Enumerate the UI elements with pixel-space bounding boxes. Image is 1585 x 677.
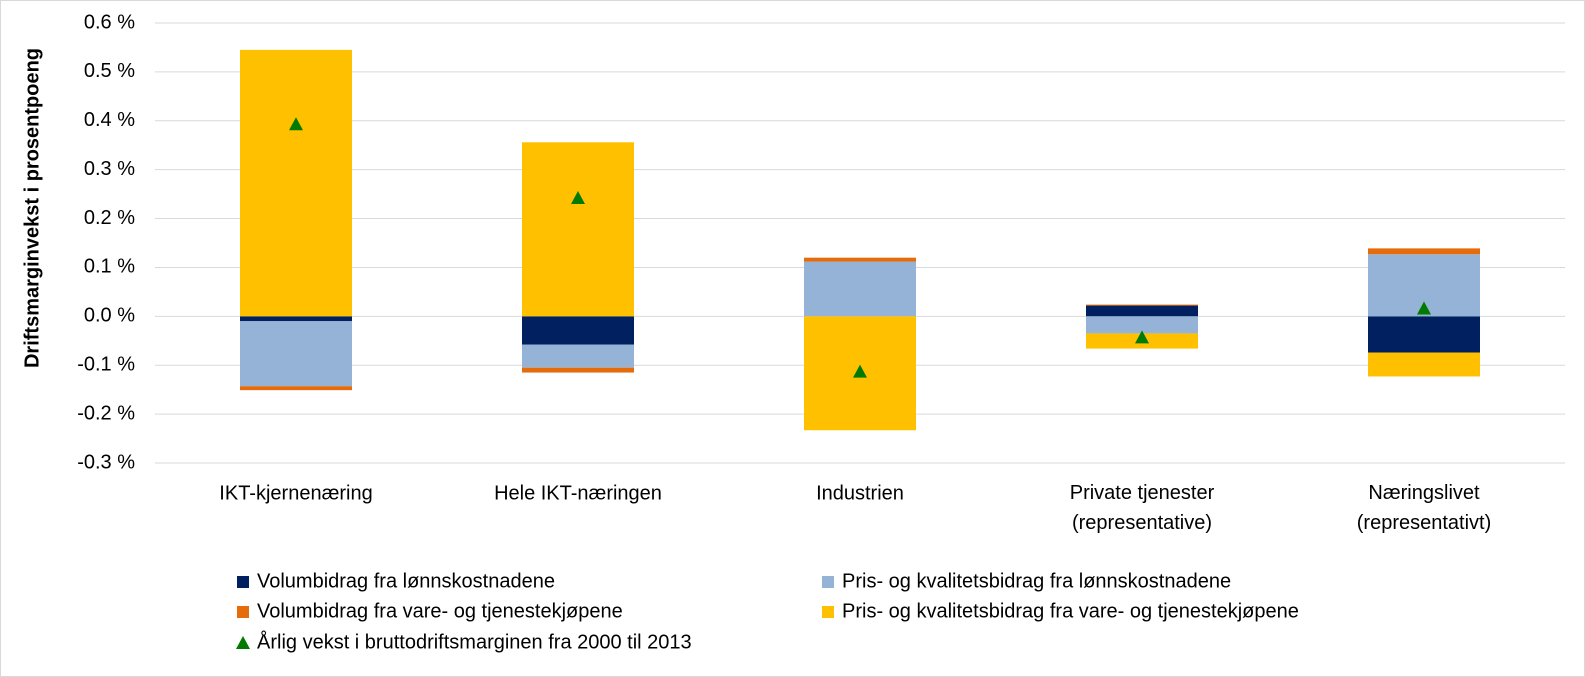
marker (1417, 301, 1431, 315)
y-tick-label: 0.6 % (84, 11, 135, 33)
legend-label: Årlig vekst i bruttodriftsmarginen fra 2… (257, 630, 692, 653)
bar-segment (240, 49, 352, 317)
bar-segment (1368, 248, 1480, 255)
bar-segment (522, 316, 634, 345)
y-axis-label: Driftsmarginvekst i prosentpoeng (21, 48, 43, 368)
legend-swatch (822, 606, 834, 618)
x-tick-label: IKT-kjernenæring (219, 482, 372, 504)
legend-label: Volumbidrag fra vare- og tjenestekjøpene (257, 600, 623, 622)
bar-segment (240, 386, 352, 391)
y-tick-label: 0.0 % (84, 305, 135, 327)
y-tick-label: -0.1 % (77, 354, 135, 376)
y-tick-label: -0.3 % (77, 451, 135, 473)
bar-segment (240, 321, 352, 387)
y-tick-label: -0.2 % (77, 402, 135, 424)
bar-segment (522, 344, 634, 368)
bar-segment (1368, 352, 1480, 377)
x-tick-label: Private tjenester (representative) (1070, 482, 1215, 534)
legend-swatch (237, 576, 249, 588)
y-tick-label: 0.2 % (84, 207, 135, 229)
y-tick-label: 0.5 % (84, 60, 135, 82)
y-tick-label: 0.1 % (84, 256, 135, 278)
x-tick-label: Industrien (816, 482, 904, 504)
bar-segment (804, 261, 916, 317)
y-tick-label: 0.4 % (84, 109, 135, 131)
y-tick-label: 0.3 % (84, 158, 135, 180)
marker (853, 364, 867, 378)
bar-segment (1368, 316, 1480, 353)
bar-segment (1086, 305, 1198, 317)
bar-segment (1086, 316, 1198, 334)
legend-label: Pris- og kvalitetsbidrag fra lønnskostna… (842, 570, 1231, 592)
bar-segment (522, 367, 634, 373)
marker (571, 191, 585, 205)
x-tick-label: Hele IKT-næringen (494, 482, 662, 504)
bar-segment (240, 316, 352, 322)
x-tick-label: Næringslivet (representativt) (1357, 482, 1492, 534)
legend-label: Volumbidrag fra lønnskostnadene (257, 570, 555, 592)
marker (1135, 330, 1149, 344)
legend-marker (236, 636, 250, 649)
bar-segment (804, 257, 916, 262)
marker (289, 117, 303, 131)
bar-segment (1086, 304, 1198, 306)
bar-segment (522, 142, 634, 317)
legend-swatch (822, 576, 834, 588)
legend-label: Pris- og kvalitetsbidrag fra vare- og tj… (842, 600, 1299, 622)
legend-swatch (237, 606, 249, 618)
